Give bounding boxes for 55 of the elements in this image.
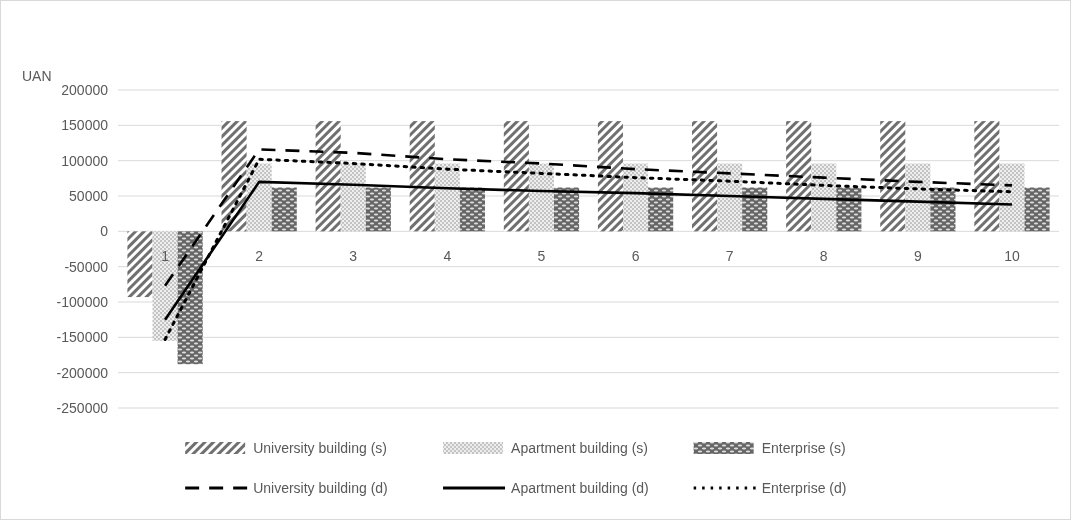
y-tick-label: 150000 [61,117,109,134]
bar [271,187,297,232]
y-tick-label: -100000 [56,293,109,310]
bar [340,163,366,232]
x-tick-label: 1 [161,248,170,265]
bar [1024,187,1050,232]
bar [623,163,649,232]
legend-label: Enterprise (s) [761,439,846,456]
x-tick-label: 6 [631,248,640,265]
y-tick-label: 200000 [61,81,109,98]
bar [717,163,743,232]
y-tick-label: -200000 [56,364,109,381]
y-tick-label: -50000 [64,258,109,275]
y-tick-label: 100000 [61,152,109,169]
bar [365,187,391,232]
bar [315,121,341,232]
bar [905,163,931,232]
y-axis-title: UAN [22,68,52,84]
x-tick-label: 2 [255,248,264,265]
legend-label: Apartment building (d) [511,479,649,496]
y-tick-label: -150000 [56,329,109,346]
bar [246,163,272,232]
y-tick-label: 0 [100,223,109,240]
bar [127,231,153,298]
bar [786,121,812,232]
bar [459,187,485,232]
x-tick-label: 4 [443,248,452,265]
bar [648,187,674,232]
bar [742,187,768,232]
bar [409,121,435,232]
bar [554,187,580,232]
bar [880,121,906,232]
x-tick-label: 7 [725,248,734,265]
legend-label: Apartment building (s) [511,439,648,456]
bar [836,187,862,232]
x-tick-label: 9 [913,248,922,265]
y-tick-label: 50000 [69,187,109,204]
y-tick-label: -250000 [56,399,109,416]
x-tick-label: 5 [537,248,546,265]
bar [692,121,718,232]
x-tick-label: 8 [819,248,828,265]
bar [999,163,1025,232]
bar [221,121,247,232]
bar [597,121,623,232]
legend-label: Enterprise (d) [761,479,847,496]
bar [177,231,203,365]
legend-label: University building (d) [253,479,388,496]
x-tick-label: 3 [349,248,358,265]
bar [152,231,178,341]
legend-label: University building (s) [253,439,387,456]
bar [528,163,554,232]
bar [503,121,529,232]
x-tick-label: 10 [1004,248,1020,265]
bar [974,121,1000,232]
bar [434,163,460,232]
